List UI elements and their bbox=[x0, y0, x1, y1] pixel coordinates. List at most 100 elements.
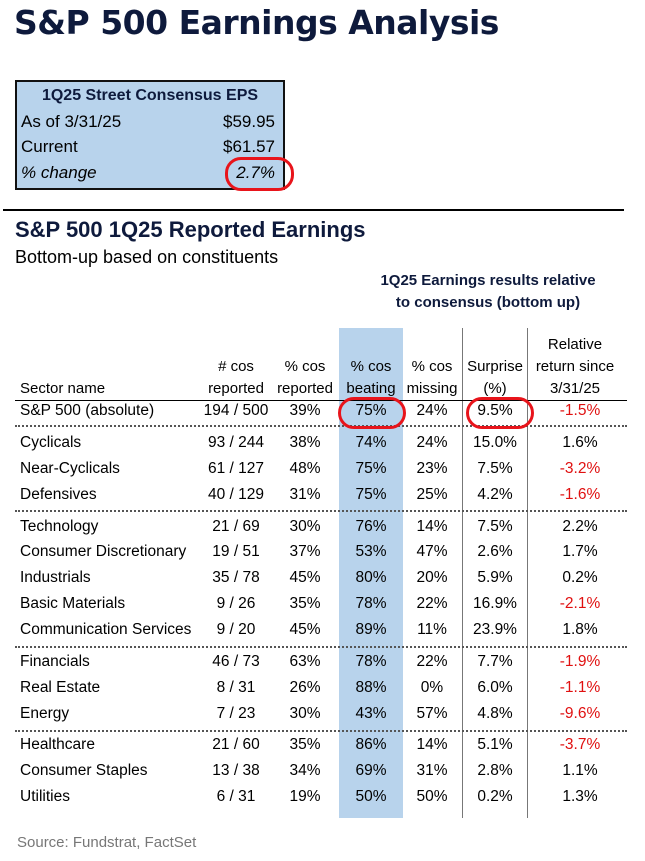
cell-surprise: 5.9% bbox=[477, 569, 513, 586]
cell-rel: -3.2% bbox=[559, 460, 601, 477]
cell-reported: 35 / 78 bbox=[212, 569, 260, 586]
consensus-eps-box: 1Q25 Street Consensus EPS As of 3/31/25 … bbox=[15, 80, 285, 190]
cell-surprise: 4.2% bbox=[477, 486, 513, 503]
cell-missing: 24% bbox=[416, 402, 448, 419]
cell-pct-reported: 30% bbox=[289, 518, 321, 535]
table-row: Consumer Staples 13 / 38 34% 69% 31% 2.8% 1.1% bbox=[0, 762, 645, 786]
cell-surprise: 16.9% bbox=[473, 595, 517, 612]
cell-rel: -1.1% bbox=[559, 679, 601, 696]
cell-rel: 1.6% bbox=[562, 434, 598, 451]
cell-rel: 1.1% bbox=[562, 762, 598, 779]
cell-reported: 21 / 69 bbox=[212, 518, 260, 535]
col-header-text: 3/31/25 bbox=[549, 380, 601, 397]
cell-beating: 88% bbox=[355, 679, 387, 696]
group-separator bbox=[15, 510, 627, 512]
cell-reported: 93 / 244 bbox=[207, 434, 265, 451]
col-header-surprise: Surprise (%) bbox=[462, 356, 528, 400]
col-header-text: return since bbox=[535, 358, 615, 375]
table-row: S&P 500 (absolute) 194 / 500 39% 75% 24% 9.5%… bbox=[0, 402, 645, 426]
col-header-text: % cos bbox=[350, 358, 392, 375]
cell-beating: 75% bbox=[355, 486, 387, 503]
sector-name: Consumer Staples bbox=[20, 762, 148, 779]
cell-rel: -1.5% bbox=[559, 402, 601, 419]
cell-missing: 23% bbox=[416, 460, 448, 477]
cell-missing: 57% bbox=[416, 705, 448, 722]
cell-reported: 8 / 31 bbox=[216, 679, 256, 696]
col-header-text: missing bbox=[406, 380, 458, 397]
cell-pct-reported: 35% bbox=[289, 595, 321, 612]
group-separator bbox=[15, 425, 627, 427]
sector-name: Energy bbox=[20, 705, 70, 722]
col-header-text: (%) bbox=[483, 380, 507, 397]
cell-pct-reported: 38% bbox=[289, 434, 321, 451]
cell-rel: -2.1% bbox=[559, 595, 601, 612]
cell-reported: 6 / 31 bbox=[216, 788, 256, 805]
cell-surprise: 2.8% bbox=[477, 762, 513, 779]
source-note: Source: Fundstrat, FactSet bbox=[17, 834, 197, 851]
cell-missing: 14% bbox=[416, 518, 448, 535]
column-separator bbox=[462, 328, 463, 818]
cell-rel: 1.3% bbox=[562, 788, 598, 805]
sector-name: S&P 500 (absolute) bbox=[20, 402, 155, 419]
cell-missing: 50% bbox=[416, 788, 448, 805]
col-header-text: beating bbox=[346, 380, 396, 397]
cell-surprise: 7.7% bbox=[477, 653, 513, 670]
sector-name: Cyclicals bbox=[20, 434, 82, 451]
col-header-sector: Sector name bbox=[20, 380, 106, 397]
cell-beating: 89% bbox=[355, 621, 387, 638]
table-row: Healthcare 21 / 60 35% 86% 14% 5.1% -3.7% bbox=[0, 736, 645, 760]
cell-pct-reported: 19% bbox=[289, 788, 321, 805]
sector-name: Defensives bbox=[20, 486, 97, 503]
col-header-text: % cos bbox=[411, 358, 453, 375]
consensus-box-header: 1Q25 Street Consensus EPS bbox=[41, 87, 259, 104]
cell-pct-reported: 35% bbox=[289, 736, 321, 753]
sector-name: Industrials bbox=[20, 569, 91, 586]
cell-surprise: 2.6% bbox=[477, 543, 513, 560]
cell-beating: 78% bbox=[355, 595, 387, 612]
group-header-line1: 1Q25 Earnings results relative bbox=[380, 272, 596, 289]
cell-surprise: 7.5% bbox=[477, 518, 513, 535]
table-row: Defensives 40 / 129 31% 75% 25% 4.2% -1.6% bbox=[0, 486, 645, 510]
cell-reported: 46 / 73 bbox=[212, 653, 260, 670]
table-row: Industrials 35 / 78 45% 80% 20% 5.9% 0.2% bbox=[0, 569, 645, 593]
cell-pct-reported: 39% bbox=[289, 402, 321, 419]
cell-beating: 75% bbox=[355, 402, 387, 419]
sector-name: Consumer Discretionary bbox=[20, 543, 187, 560]
consensus-label: Current bbox=[21, 137, 78, 156]
cell-beating: 86% bbox=[355, 736, 387, 753]
cell-beating: 75% bbox=[355, 460, 387, 477]
cell-pct-reported: 48% bbox=[289, 460, 321, 477]
group-separator bbox=[15, 646, 627, 648]
table-row: Consumer Discretionary 19 / 51 37% 53% 47% 2.… bbox=[0, 543, 645, 567]
sector-name: Healthcare bbox=[20, 736, 95, 753]
cell-missing: 24% bbox=[416, 434, 448, 451]
highlight-circle bbox=[466, 397, 534, 429]
cell-missing: 25% bbox=[416, 486, 448, 503]
section-title: S&P 500 1Q25 Reported Earnings bbox=[15, 217, 366, 242]
page-title: S&P 500 Earnings Analysis bbox=[14, 3, 499, 42]
highlight-circle bbox=[338, 397, 406, 429]
cell-missing: 14% bbox=[416, 736, 448, 753]
cell-pct-reported: 26% bbox=[289, 679, 321, 696]
consensus-value: $61.57 bbox=[223, 137, 275, 156]
cell-surprise: 7.5% bbox=[477, 460, 513, 477]
cell-surprise: 15.0% bbox=[473, 434, 517, 451]
table-row: Communication Services 9 / 20 45% 89% 11% 23.… bbox=[0, 621, 645, 645]
cell-reported: 9 / 20 bbox=[216, 621, 256, 638]
cell-pct-reported: 63% bbox=[289, 653, 321, 670]
cell-beating: 43% bbox=[355, 705, 387, 722]
cell-reported: 61 / 127 bbox=[207, 460, 265, 477]
col-header-text: Relative bbox=[547, 336, 603, 353]
cell-missing: 47% bbox=[416, 543, 448, 560]
col-header-beating: % cos beating bbox=[339, 356, 403, 400]
cell-reported: 21 / 60 bbox=[212, 736, 260, 753]
consensus-value: $59.95 bbox=[223, 112, 275, 131]
cell-reported: 194 / 500 bbox=[203, 402, 269, 419]
sector-name: Financials bbox=[20, 653, 90, 670]
table-row: Energy 7 / 23 30% 43% 57% 4.8% -9.6% bbox=[0, 705, 645, 729]
col-header-pct-reported: % cos reported bbox=[270, 356, 340, 400]
cell-surprise: 23.9% bbox=[473, 621, 517, 638]
consensus-label: As of 3/31/25 bbox=[21, 112, 122, 131]
cell-reported: 19 / 51 bbox=[212, 543, 260, 560]
cell-surprise: 5.1% bbox=[477, 736, 513, 753]
